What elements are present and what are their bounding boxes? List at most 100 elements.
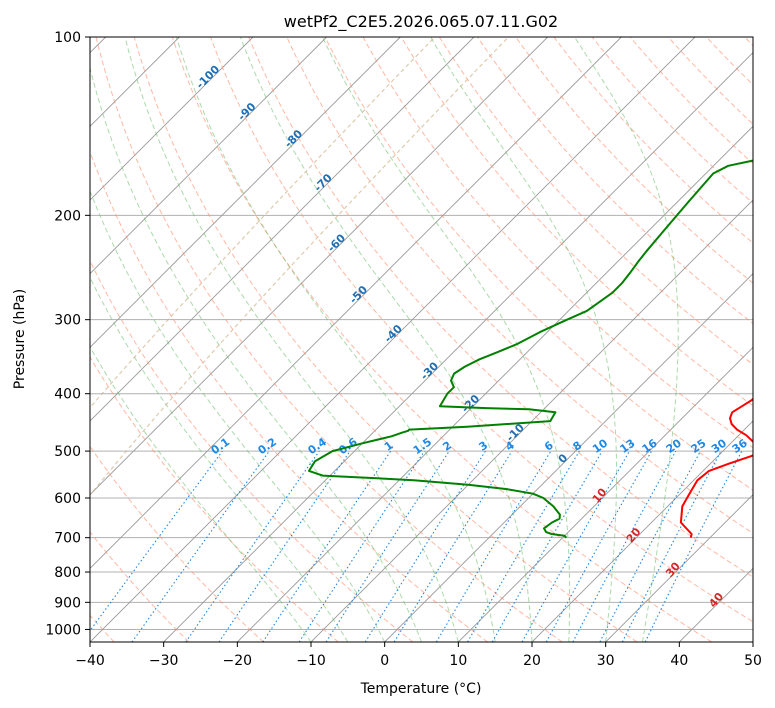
- plot-frame: [89, 36, 754, 643]
- mixing-ratio-line: [218, 450, 351, 642]
- mixing-ratio-label: 30: [709, 436, 729, 456]
- mixing-ratio-line: [131, 450, 270, 642]
- dry-adiabat: [133, 37, 638, 642]
- isotherm: [310, 199, 753, 642]
- y-tick-label: 200: [54, 208, 81, 224]
- x-tick-label: 30: [597, 653, 615, 669]
- y-tick-label: 400: [54, 387, 81, 403]
- isotherm-label: -40: [382, 322, 405, 345]
- dry-adiabat: [744, 37, 753, 47]
- isotherm: [90, 37, 548, 496]
- y-tick-label: 100: [54, 30, 81, 46]
- y-tick-label: 700: [54, 531, 81, 547]
- mixing-ratio-line: [325, 450, 450, 642]
- dry-adiabat-label: 10: [590, 485, 610, 505]
- y-tick-label: 500: [54, 444, 81, 460]
- moist-adiabat: [90, 276, 349, 642]
- x-tick-label: 0: [380, 653, 389, 669]
- dry-adiabat: [553, 37, 753, 244]
- mixing-ratio-line: [521, 450, 630, 642]
- isotherm: [90, 37, 401, 348]
- mixing-ratio-line: [572, 450, 677, 642]
- background-lines: [90, 37, 753, 642]
- dry-adiabat-label: 40: [706, 590, 726, 610]
- dewpoint-line: [308, 159, 753, 539]
- isotherm: [90, 37, 696, 642]
- x-tick-label: 20: [523, 653, 541, 669]
- isotherm: [384, 273, 753, 642]
- moist-adiabat: [175, 37, 496, 642]
- dry-adiabat: [90, 259, 414, 642]
- dry-adiabat: [90, 445, 264, 642]
- mixing-ratio-label: 1.5: [411, 435, 434, 457]
- x-tick-label: −20: [223, 653, 253, 669]
- dry-adiabat: [438, 37, 753, 366]
- dry-adiabat: [706, 37, 753, 86]
- y-tick-label: 900: [54, 595, 81, 611]
- x-tick-label: −40: [75, 653, 105, 669]
- y-axis-ticks: 100 200 300 400 500 600 700 800 900 1000: [45, 30, 90, 638]
- dry-adiabat: [90, 356, 339, 642]
- isotherm: [752, 641, 753, 642]
- moist-adiabat: [90, 345, 312, 642]
- dry-adiabat: [171, 37, 712, 642]
- y-tick-label: 800: [54, 565, 81, 581]
- mixing-ratio-line: [262, 450, 392, 642]
- mixing-ratio-line: [599, 450, 701, 642]
- mixing-ratio-line: [90, 450, 223, 632]
- x-tick-label: 10: [449, 653, 467, 669]
- mixing-ratio-label: 0.2: [256, 435, 279, 457]
- dry-adiabat: [286, 37, 753, 534]
- x-tick-label: −10: [296, 653, 326, 669]
- isotherm: [605, 494, 753, 642]
- x-tick-label: 50: [744, 653, 762, 669]
- ice-curve: [90, 37, 436, 409]
- mixing-ratio-line: [644, 450, 743, 642]
- moist-adiabat: [124, 37, 459, 642]
- mixing-ratio-line: [621, 450, 722, 642]
- y-tick-label: 300: [54, 313, 81, 329]
- moist-adiabat: [90, 65, 422, 642]
- isotherm: [90, 37, 622, 569]
- moist-adiabat: [239, 37, 533, 642]
- dry-adiabat: [477, 37, 753, 325]
- isotherm: [90, 37, 254, 201]
- isotherm: [458, 346, 753, 642]
- isotherm: [90, 37, 327, 275]
- mixing-ratio-label: 25: [689, 437, 709, 456]
- moist-adiabat: [90, 189, 386, 642]
- mixing-ratio-label: 36: [730, 436, 750, 456]
- moist-adiabat: [574, 37, 679, 642]
- mixing-ratio-line: [435, 450, 552, 642]
- isotherm: [237, 125, 753, 642]
- mixing-ratio-label: 10: [590, 436, 610, 456]
- dry-adiabat-label: 20: [624, 525, 644, 545]
- mixing-ratio-line: [545, 450, 653, 642]
- dry-adiabat: [591, 37, 753, 204]
- isotherm-label: -60: [325, 231, 348, 254]
- mixing-ratio-line: [298, 450, 425, 642]
- isotherm: [679, 567, 753, 642]
- x-axis-ticks: −40 −30 −20 −10 0 10 20 30 40 50: [75, 642, 762, 669]
- isotherm: [163, 52, 753, 642]
- temperature-line: [679, 397, 753, 538]
- moist-adiabat: [322, 37, 571, 642]
- dry-adiabat: [515, 37, 753, 284]
- isotherm-label: -50: [347, 283, 370, 306]
- mixing-ratio-label: 13: [617, 437, 637, 456]
- isotherm-label: -100: [194, 63, 223, 92]
- y-tick-label: 600: [54, 491, 81, 507]
- dry-adiabat: [324, 37, 753, 491]
- mixing-ratio-label: 0.4: [306, 435, 330, 457]
- x-tick-label: −30: [149, 653, 179, 669]
- dry-adiabat: [400, 37, 753, 407]
- x-tick-label: 40: [670, 653, 688, 669]
- mixing-ratio-label: 0.1: [209, 435, 232, 457]
- mixing-ratio-line: [467, 450, 580, 642]
- dry-adiabat: [362, 37, 753, 449]
- dry-adiabat-label: 30: [663, 559, 683, 579]
- dry-adiabat: [95, 37, 563, 642]
- isotherm: [90, 37, 475, 422]
- dry-adiabat: [90, 150, 488, 642]
